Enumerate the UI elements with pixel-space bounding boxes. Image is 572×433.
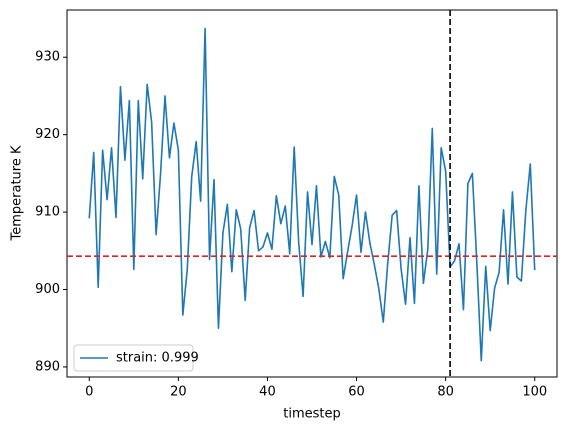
x-tick-label: 60 — [348, 385, 365, 400]
x-axis-label: timestep — [283, 407, 341, 422]
legend-label: strain: 0.999 — [116, 351, 199, 366]
legend-box — [73, 344, 194, 372]
y-tick-label: 900 — [35, 282, 60, 297]
plot-frame — [66, 9, 558, 378]
x-tick-label: 40 — [259, 385, 276, 400]
y-tick-label: 890 — [35, 359, 60, 374]
y-axis-label: Temperature K — [10, 145, 25, 241]
y-tick-label: 920 — [35, 127, 60, 142]
x-tick-label: 20 — [170, 385, 187, 400]
x-tick-label: 100 — [522, 385, 547, 400]
x-tick-label: 0 — [85, 385, 93, 400]
data-line — [88, 27, 536, 362]
y-tick-label: 930 — [35, 50, 60, 65]
y-tick-label: 910 — [35, 205, 60, 220]
x-tick-label: 80 — [437, 385, 454, 400]
